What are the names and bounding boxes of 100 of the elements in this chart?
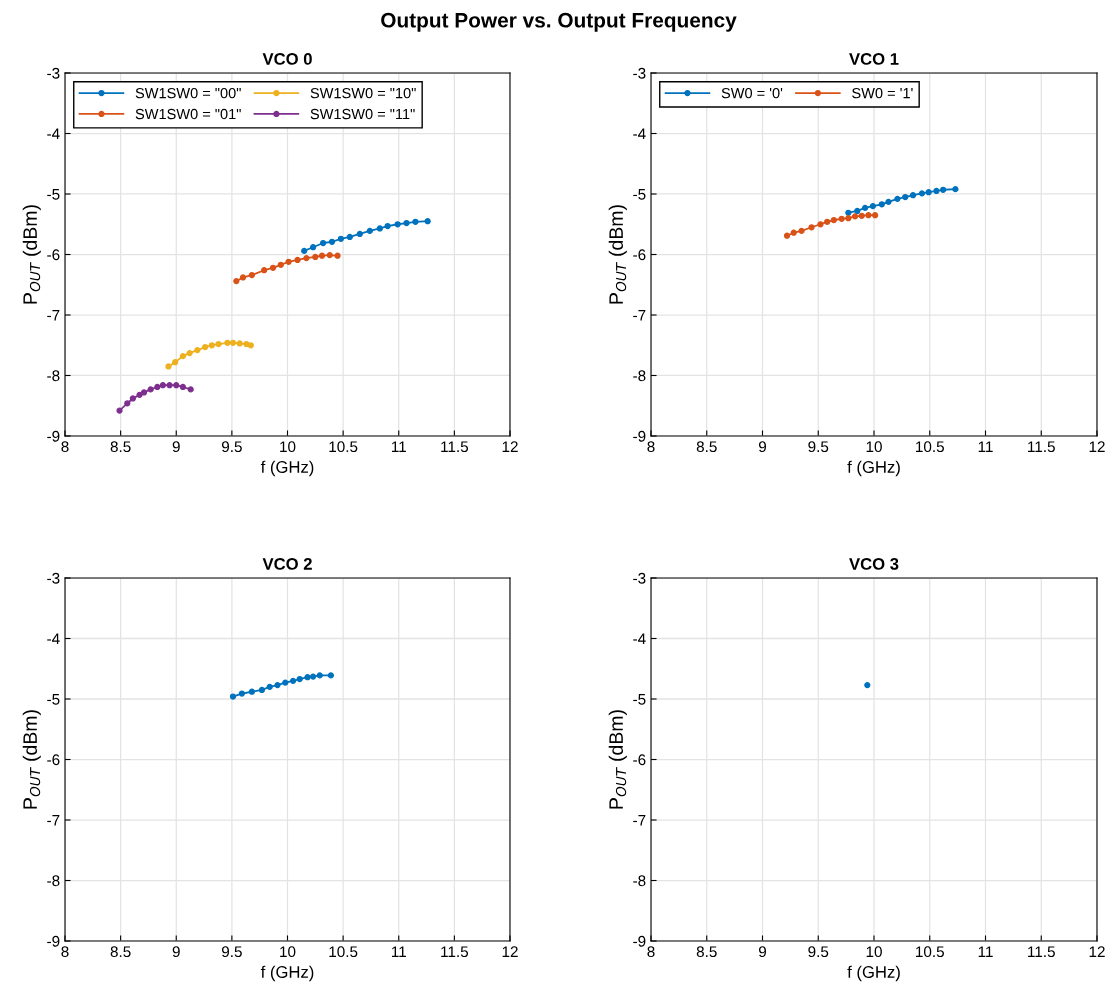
point bbox=[871, 212, 879, 219]
point bbox=[248, 688, 256, 695]
point bbox=[878, 201, 885, 208]
point bbox=[282, 679, 289, 686]
y-tick-label: -7 bbox=[47, 815, 60, 826]
x-axis-title: f (GHz) bbox=[847, 965, 900, 982]
y-tick-label: -6 bbox=[47, 754, 60, 766]
point bbox=[274, 681, 281, 689]
y-axis-title: P$_{OUT}$ (dBm) bbox=[22, 710, 41, 809]
y-tick-label: -3 bbox=[633, 572, 646, 584]
point bbox=[356, 230, 363, 238]
point bbox=[147, 386, 154, 393]
point bbox=[817, 221, 824, 228]
point bbox=[869, 202, 877, 210]
x-tick-label: 11 bbox=[391, 441, 406, 452]
point bbox=[301, 247, 308, 254]
point bbox=[187, 386, 194, 393]
x-axis-title: f (GHz) bbox=[260, 460, 314, 477]
point bbox=[233, 277, 240, 285]
point bbox=[403, 219, 410, 227]
x-tick-label: 10.5 bbox=[329, 441, 358, 453]
x-tick-label: 10.5 bbox=[916, 946, 944, 958]
x-tick-label: 10 bbox=[280, 946, 296, 958]
point bbox=[159, 382, 167, 389]
x-tick-label: 11.5 bbox=[441, 946, 469, 958]
point bbox=[166, 382, 173, 389]
point bbox=[136, 391, 143, 398]
chart-title: VCO 3 bbox=[849, 558, 899, 570]
point bbox=[303, 255, 310, 262]
x-tick-label: 10.5 bbox=[329, 946, 358, 958]
point bbox=[808, 224, 815, 231]
point bbox=[215, 340, 222, 348]
legend-label: SW1SW0 = "10" bbox=[310, 87, 416, 99]
point bbox=[824, 218, 831, 225]
y-tick-label: -8 bbox=[633, 370, 646, 382]
point bbox=[394, 221, 401, 228]
point bbox=[845, 209, 852, 216]
x-tick-label: 8 bbox=[647, 441, 655, 453]
y-tick-label: -4 bbox=[633, 128, 646, 140]
legend-label: SW1SW0 = "01" bbox=[135, 108, 241, 120]
point bbox=[248, 271, 256, 279]
y-axis-title: P$_{OUT}$ (dBm) bbox=[608, 205, 627, 304]
point bbox=[366, 227, 373, 235]
y-tick-label: -9 bbox=[633, 430, 646, 442]
x-tick-label: 8.5 bbox=[696, 441, 717, 453]
y-tick-label: -5 bbox=[633, 694, 646, 705]
x-tick-label: 10.5 bbox=[916, 441, 944, 453]
x-tick-label: 8.5 bbox=[696, 946, 717, 958]
point bbox=[851, 213, 859, 220]
chart-title: VCO 2 bbox=[262, 558, 312, 570]
point bbox=[861, 204, 869, 212]
point bbox=[337, 235, 345, 242]
point bbox=[909, 192, 917, 199]
point bbox=[165, 363, 172, 370]
y-tick-label: -3 bbox=[47, 572, 60, 584]
x-tick-label: 8 bbox=[61, 441, 69, 453]
point bbox=[952, 186, 959, 193]
point bbox=[312, 253, 319, 261]
y-tick-label: -7 bbox=[633, 310, 646, 321]
x-axis-title: f (GHz) bbox=[260, 965, 314, 982]
point bbox=[229, 339, 237, 346]
point bbox=[202, 343, 209, 351]
point bbox=[327, 672, 335, 679]
y-tick-label: -5 bbox=[47, 189, 60, 200]
point bbox=[894, 195, 901, 202]
point bbox=[277, 261, 284, 268]
point bbox=[238, 690, 246, 697]
legend-label: SW0 = '0' bbox=[721, 87, 783, 99]
x-tick-label: 11 bbox=[391, 946, 406, 957]
x-axis-title: f (GHz) bbox=[847, 460, 900, 477]
point bbox=[384, 222, 391, 230]
legend-label: SW0 = '1' bbox=[852, 87, 913, 99]
point bbox=[319, 239, 327, 247]
point bbox=[316, 672, 323, 679]
point bbox=[269, 264, 277, 271]
x-tick-label: 9.5 bbox=[221, 946, 242, 958]
point bbox=[783, 232, 791, 239]
y-tick-label: -6 bbox=[47, 249, 60, 261]
point bbox=[334, 252, 341, 259]
point bbox=[865, 212, 872, 219]
point bbox=[798, 227, 805, 235]
point bbox=[346, 233, 353, 241]
point bbox=[186, 349, 193, 357]
x-tick-label: 12 bbox=[502, 946, 518, 957]
y-tick-label: -9 bbox=[47, 430, 60, 442]
point bbox=[229, 693, 237, 700]
x-tick-label: 9.5 bbox=[221, 441, 242, 453]
y-tick-label: -8 bbox=[47, 875, 60, 887]
y-tick-label: -8 bbox=[633, 875, 646, 887]
y-tick-label: -9 bbox=[47, 935, 60, 947]
x-tick-label: 9.5 bbox=[808, 441, 829, 453]
text: Output Power vs. Output Frequency bbox=[381, 12, 737, 32]
point bbox=[925, 189, 932, 196]
point bbox=[838, 215, 845, 222]
point bbox=[289, 677, 297, 684]
y-tick-label: -3 bbox=[47, 67, 60, 79]
y-tick-label: -5 bbox=[633, 189, 646, 200]
point bbox=[845, 215, 852, 222]
x-tick-label: 11.5 bbox=[1028, 441, 1055, 453]
y-tick-label: -7 bbox=[633, 815, 646, 826]
